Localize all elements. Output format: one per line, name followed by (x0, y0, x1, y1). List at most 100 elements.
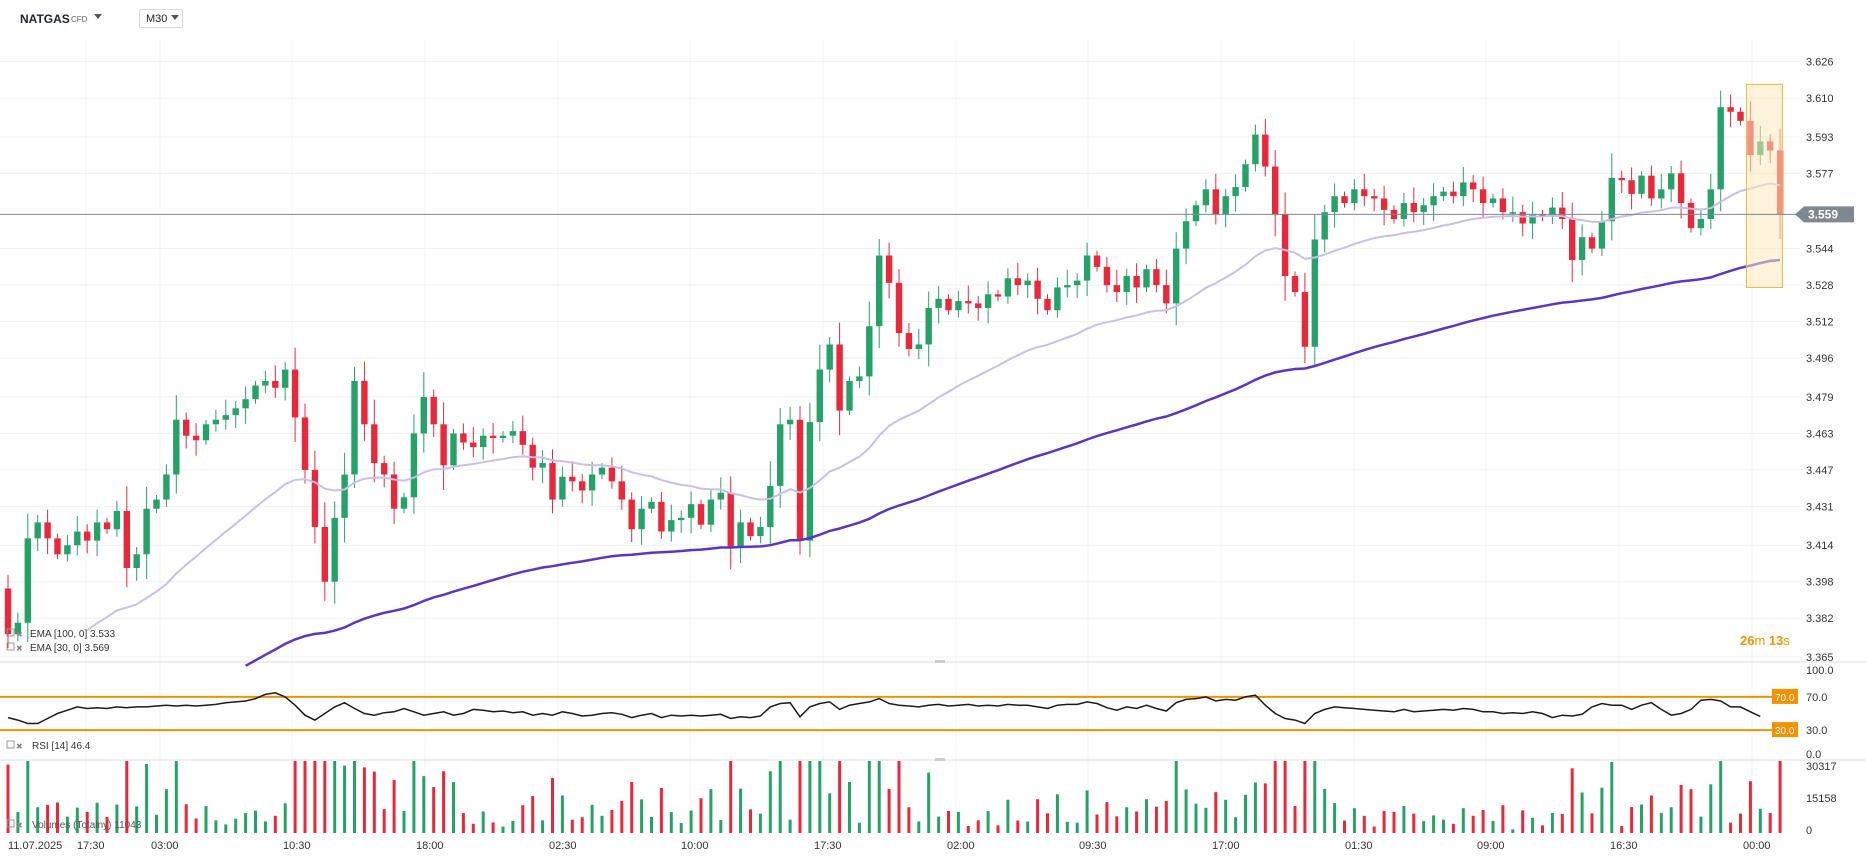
candle-bearish[interactable] (1113, 285, 1120, 292)
candle-bullish[interactable] (1242, 164, 1249, 188)
candle-bearish[interactable] (1727, 107, 1734, 112)
candle-bearish[interactable] (1133, 276, 1140, 288)
candle-bullish[interactable] (400, 497, 408, 509)
candle-bullish[interactable] (1024, 280, 1031, 286)
symbol-dropdown-icon[interactable] (94, 14, 102, 19)
candle-bearish[interactable] (905, 333, 913, 350)
candle-bearish[interactable] (796, 419, 804, 541)
candle-bearish[interactable] (54, 538, 61, 555)
candle-bullish[interactable] (93, 522, 101, 541)
candle-bearish[interactable] (1103, 266, 1111, 286)
candle-bullish[interactable] (1658, 189, 1665, 199)
candle-bearish[interactable] (747, 522, 754, 537)
candle-bearish[interactable] (301, 417, 309, 470)
candle-bearish[interactable] (1628, 180, 1635, 194)
candle-bullish[interactable] (1311, 239, 1318, 347)
candle-bearish[interactable] (390, 474, 398, 509)
candle-bearish[interactable] (489, 435, 497, 438)
candle-bullish[interactable] (846, 380, 853, 411)
candle-bullish[interactable] (153, 499, 160, 509)
candle-bullish[interactable] (1252, 134, 1259, 165)
candle-bullish[interactable] (1351, 189, 1358, 204)
candle-bearish[interactable] (1380, 198, 1388, 210)
candle-bearish[interactable] (945, 298, 952, 311)
candle-bearish[interactable] (1212, 189, 1219, 215)
candle-bullish[interactable] (1321, 212, 1328, 240)
candle-bearish[interactable] (1410, 203, 1417, 213)
candle-bullish[interactable] (282, 369, 289, 388)
candle-bullish[interactable] (717, 492, 724, 500)
candle-bullish[interactable] (539, 463, 546, 468)
candle-bullish[interactable] (499, 435, 507, 438)
candle-bearish[interactable] (1272, 166, 1279, 215)
candle-bullish[interactable] (588, 474, 596, 491)
timeframe-selector[interactable]: M30 (139, 9, 183, 28)
candle-bullish[interactable] (707, 499, 715, 525)
legend-settings-icon[interactable] (6, 740, 15, 749)
candle-bullish[interactable] (133, 554, 140, 569)
legend-settings-icon[interactable] (6, 628, 15, 637)
candle-bullish[interactable] (24, 538, 31, 623)
candle-bearish[interactable] (885, 255, 893, 283)
candle-bullish[interactable] (202, 424, 210, 441)
candle-bullish[interactable] (806, 422, 814, 541)
candle-bullish[interactable] (1054, 287, 1061, 311)
candle-bullish[interactable] (915, 344, 922, 350)
candle-bearish[interactable] (579, 481, 586, 491)
candle-bullish[interactable] (856, 376, 863, 381)
candle-bullish[interactable] (1489, 198, 1497, 204)
candle-bearish[interactable] (123, 510, 130, 569)
candle-bullish[interactable] (64, 545, 71, 555)
candle-bullish[interactable] (1598, 221, 1606, 249)
candle-bearish[interactable] (1450, 191, 1457, 197)
candle-bullish[interactable] (242, 399, 249, 409)
candle-bearish[interactable] (975, 303, 982, 308)
candle-bullish[interactable] (480, 435, 487, 448)
candle-bullish[interactable] (143, 508, 150, 555)
candle-bullish[interactable] (1182, 221, 1190, 249)
candle-bullish[interactable] (786, 419, 794, 425)
candle-bullish[interactable] (757, 526, 764, 537)
candle-bullish[interactable] (222, 415, 229, 420)
candle-bullish[interactable] (955, 301, 962, 311)
candle-bullish[interactable] (1123, 276, 1130, 292)
candle-bullish[interactable] (14, 622, 22, 635)
candle-bullish[interactable] (34, 522, 41, 539)
candle-bullish[interactable] (737, 522, 744, 548)
candle-bullish[interactable] (1549, 207, 1556, 217)
candle-bearish[interactable] (1559, 207, 1566, 219)
candle-bearish[interactable] (1281, 214, 1289, 277)
candle-bearish[interactable] (628, 499, 635, 530)
candle-bullish[interactable] (1668, 173, 1675, 190)
candle-bullish[interactable] (1400, 203, 1408, 219)
candle-bearish[interactable] (371, 424, 378, 464)
candle-bullish[interactable] (866, 326, 873, 377)
candle-bullish[interactable] (559, 476, 566, 500)
candle-bearish[interactable] (470, 442, 477, 448)
candle-bearish[interactable] (549, 463, 556, 500)
candle-bearish[interactable] (965, 301, 972, 304)
candle-bearish[interactable] (608, 467, 616, 482)
candle-bearish[interactable] (1687, 203, 1695, 229)
candle-bearish[interactable] (291, 369, 299, 418)
candle-bearish[interactable] (727, 492, 734, 548)
candle-bullish[interactable] (648, 501, 655, 509)
candle-bullish[interactable] (678, 517, 685, 521)
candle-bullish[interactable] (410, 433, 418, 498)
candle-bearish[interactable] (1588, 237, 1596, 249)
candle-bullish[interactable] (1004, 278, 1012, 297)
candle-bullish[interactable] (1430, 196, 1437, 206)
candle-bullish[interactable] (1697, 218, 1705, 229)
candle-bearish[interactable] (1034, 280, 1041, 299)
candle-bearish[interactable] (4, 588, 12, 635)
pane-resize-handle[interactable] (935, 660, 945, 663)
candle-bearish[interactable] (1371, 196, 1378, 199)
candle-bullish[interactable] (1638, 175, 1645, 194)
candle-bullish[interactable] (816, 369, 823, 423)
candle-bullish[interactable] (777, 424, 784, 486)
candle-bullish[interactable] (113, 510, 121, 530)
candle-bearish[interactable] (1519, 212, 1526, 224)
candle-bullish[interactable] (1440, 191, 1447, 197)
candle-bullish[interactable] (1420, 205, 1427, 213)
